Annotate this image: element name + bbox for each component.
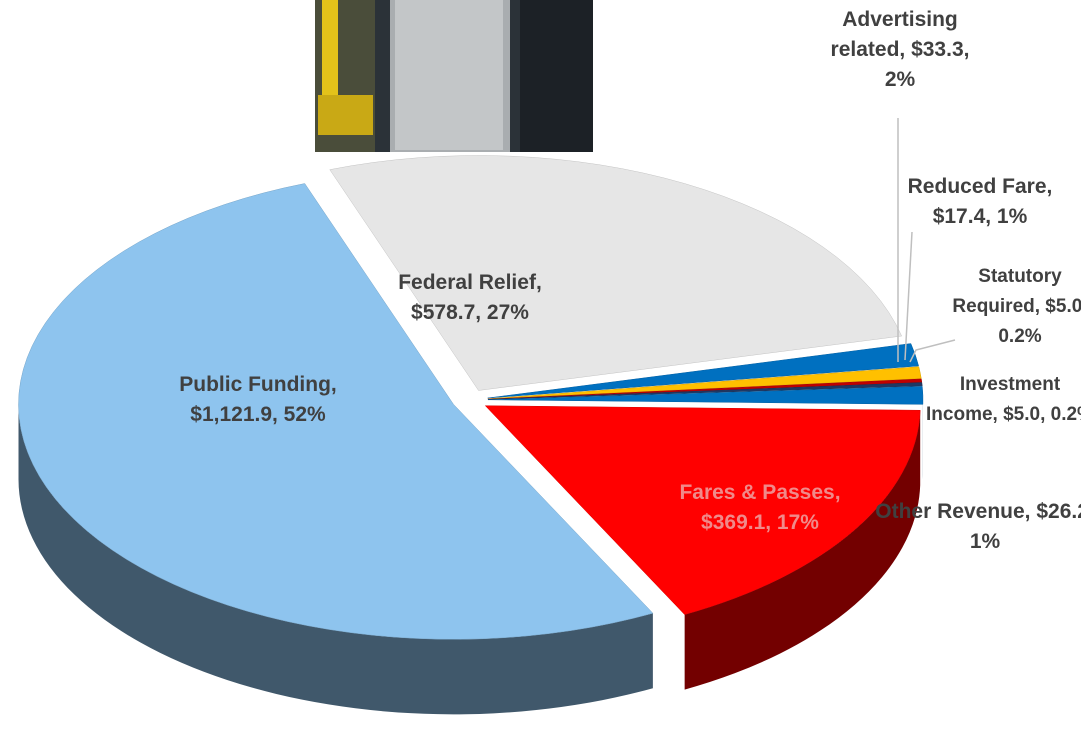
leader-line bbox=[904, 231, 913, 361]
data-label: Statutory Required, $5.0, 0.2% bbox=[952, 266, 1081, 347]
slice bbox=[329, 155, 903, 391]
data-label: Investment Income, $5.0, 0.2% bbox=[926, 374, 1081, 425]
data-label: Fares & Passes, $369.1, 17% bbox=[679, 481, 841, 534]
slice-side bbox=[18, 404, 653, 715]
slice bbox=[484, 405, 921, 615]
walls bbox=[18, 399, 923, 715]
leader-line bbox=[909, 339, 956, 363]
data-label: Federal Relief, $578.7, 27% bbox=[398, 271, 542, 324]
data-label: Advertising related, $33.3, 2% bbox=[830, 8, 970, 91]
slice bbox=[487, 382, 923, 400]
data-label: Reduced Fare, $17.4, 1% bbox=[907, 175, 1053, 228]
slice bbox=[487, 343, 919, 399]
slice bbox=[487, 366, 922, 400]
tops bbox=[18, 155, 924, 640]
slice bbox=[487, 386, 924, 405]
data-label: Public Funding, $1,121.9, 52% bbox=[179, 373, 337, 426]
photo bbox=[315, 0, 593, 152]
slice bbox=[18, 183, 654, 640]
data-label: Other Revenue, $26.2, 1% bbox=[875, 500, 1081, 553]
slice-side bbox=[684, 410, 921, 690]
